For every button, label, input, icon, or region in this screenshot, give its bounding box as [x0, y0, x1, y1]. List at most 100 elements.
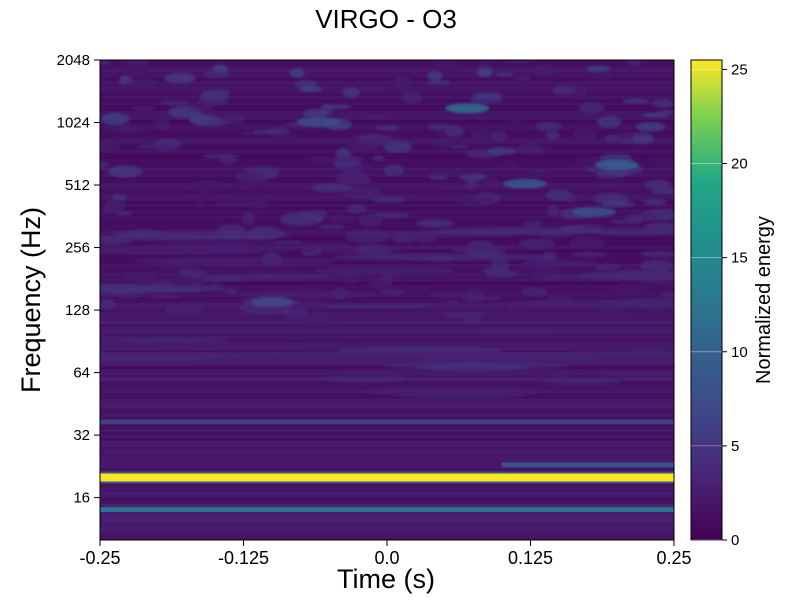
texture-streak	[100, 459, 674, 462]
texture-streak	[100, 393, 674, 396]
texture-blob	[208, 89, 232, 96]
texture-blob	[374, 125, 400, 131]
texture-blob	[289, 68, 305, 78]
texture-streak-long	[100, 337, 230, 344]
energy-band	[100, 473, 674, 482]
texture-streak	[100, 228, 674, 231]
texture-blob	[327, 215, 357, 224]
texture-streak	[100, 243, 674, 246]
texture-streak	[100, 465, 674, 468]
texture-blob	[504, 60, 531, 63]
texture-blob	[649, 188, 674, 195]
texture-streak	[100, 411, 674, 414]
texture-blob	[100, 113, 130, 126]
texture-blob	[126, 60, 149, 68]
texture-streak	[100, 204, 674, 207]
texture-streak	[100, 297, 674, 300]
texture-streak	[100, 78, 674, 81]
texture-blob	[358, 213, 384, 227]
texture-streak	[100, 102, 674, 105]
texture-blob	[610, 219, 644, 224]
texture-blob	[203, 69, 231, 79]
texture-blob	[534, 121, 563, 132]
texture-blob	[379, 289, 407, 295]
texture-blob	[225, 290, 238, 295]
texture-streak	[100, 405, 674, 408]
texture-blob	[426, 80, 452, 85]
colorbar-tick-label: 20	[731, 156, 748, 173]
texture-streak	[100, 375, 674, 378]
texture-blob	[111, 124, 145, 134]
texture-blob	[244, 200, 271, 210]
texture-streak	[100, 150, 674, 153]
texture-blob	[343, 187, 384, 200]
texture-streak	[100, 96, 674, 99]
texture-blob	[586, 65, 611, 73]
x-axis-ticks: -0.25 -0.125 0.0 0.125 0.25	[79, 540, 692, 568]
texture-streak	[100, 453, 674, 456]
texture-streak	[100, 174, 674, 177]
texture-streak	[100, 90, 674, 93]
texture-streak	[100, 333, 674, 336]
texture-streak-long	[313, 267, 455, 275]
texture-streak-long	[100, 249, 264, 255]
texture-blob	[513, 75, 532, 81]
texture-streak	[100, 66, 674, 69]
texture-streak	[100, 339, 674, 342]
texture-streak	[100, 75, 674, 78]
texture-streak	[100, 369, 674, 372]
texture-streak	[100, 456, 674, 459]
texture-blob	[371, 196, 407, 204]
texture-blob	[346, 204, 367, 214]
texture-blob	[628, 60, 641, 67]
texture-streak	[100, 81, 674, 84]
texture-blob	[415, 219, 455, 228]
texture-blob	[523, 140, 538, 148]
texture-blob	[594, 263, 620, 271]
y-tick-label: 64	[73, 365, 90, 382]
texture-blob	[339, 271, 361, 285]
texture-streak	[100, 123, 674, 126]
texture-streak	[100, 162, 674, 165]
texture-streak	[100, 300, 674, 303]
texture-blob	[443, 311, 487, 318]
energy-blob	[594, 159, 639, 170]
y-tick-label: 16	[73, 490, 90, 507]
texture-streak	[100, 318, 674, 321]
colorbar-label: Normalized energy	[753, 216, 775, 384]
texture-streak	[100, 372, 674, 375]
colorbar-tick-label: 10	[731, 344, 748, 361]
texture-blob	[435, 60, 458, 74]
texture-blob	[272, 131, 299, 142]
texture-blob	[281, 229, 326, 234]
texture-blob	[454, 194, 496, 207]
texture-streak	[100, 450, 674, 453]
texture-blob	[632, 132, 654, 144]
texture-blob	[641, 278, 674, 286]
texture-streak	[100, 486, 674, 489]
texture-blob	[564, 193, 578, 203]
texture-streak	[100, 324, 674, 327]
texture-streak	[100, 312, 674, 315]
colorbar-tick-label: 0	[731, 532, 739, 549]
energy-blob	[296, 116, 341, 127]
texture-blob	[177, 268, 207, 277]
texture-blob	[361, 115, 392, 120]
texture-blob	[660, 292, 674, 298]
texture-streak	[100, 492, 674, 495]
texture-blob	[642, 112, 670, 118]
texture-streak-long	[153, 343, 365, 350]
texture-streak	[100, 180, 674, 183]
texture-blob	[186, 180, 228, 193]
texture-streak	[100, 309, 674, 312]
texture-streak	[100, 537, 674, 540]
texture-blob	[427, 123, 452, 131]
colorbar-tick-label: 5	[731, 438, 739, 455]
texture-streak-long	[365, 244, 584, 251]
texture-streak	[100, 114, 674, 117]
texture-blob	[299, 85, 323, 92]
texture-blob	[491, 130, 508, 142]
texture-streak	[100, 429, 674, 432]
texture-streak	[100, 360, 674, 363]
texture-streak	[100, 363, 674, 366]
